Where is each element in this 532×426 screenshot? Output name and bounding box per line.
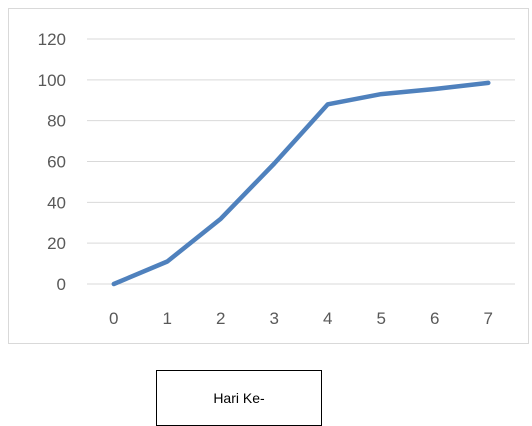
y-axis-ticks: 0 20 40 60 80 100 120	[38, 30, 66, 294]
y-tick-label: 100	[38, 71, 66, 90]
x-tick-label: 3	[270, 309, 279, 328]
chart-area: 0 20 40 60 80 100 120 0 1 2 3 4 5 6 7	[8, 8, 529, 344]
gridlines	[87, 38, 515, 285]
y-tick-label: 20	[47, 234, 66, 253]
data-point	[220, 218, 222, 220]
series-layer	[111, 80, 491, 287]
y-tick-label: 80	[47, 112, 66, 131]
y-tick-label: 120	[38, 30, 66, 49]
x-tick-label: 2	[216, 309, 225, 328]
y-tick-label: 0	[57, 275, 66, 294]
data-point	[380, 93, 382, 95]
x-tick-label: 5	[377, 309, 386, 328]
data-point	[487, 82, 489, 84]
x-tick-label: 1	[163, 309, 172, 328]
data-point	[434, 88, 436, 90]
y-tick-label: 40	[47, 193, 66, 212]
y-tick-label: 60	[47, 153, 66, 172]
x-axis-title-box: Hari Ke-	[156, 370, 322, 426]
x-tick-label: 0	[109, 309, 118, 328]
x-tick-label: 7	[484, 309, 493, 328]
data-point	[113, 283, 115, 285]
data-point	[273, 163, 275, 165]
x-axis-title: Hari Ke-	[213, 390, 265, 406]
x-tick-label: 6	[430, 309, 439, 328]
x-tick-label: 4	[323, 309, 332, 328]
line-chart: 0 20 40 60 80 100 120 0 1 2 3 4 5 6 7	[38, 30, 515, 328]
x-axis-ticks: 0 1 2 3 4 5 6 7	[109, 309, 493, 328]
data-point	[166, 261, 168, 263]
data-point	[327, 103, 329, 105]
series-line	[111, 80, 491, 287]
